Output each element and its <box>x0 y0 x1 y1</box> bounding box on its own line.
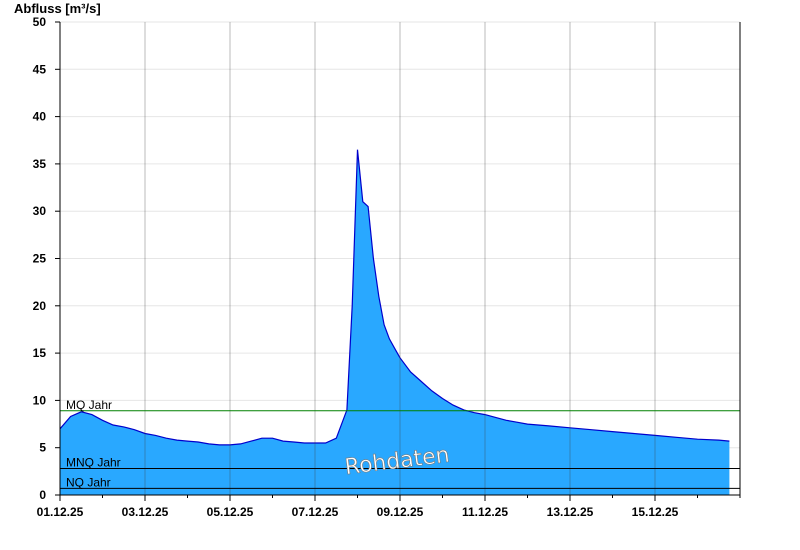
y-tick-label: 25 <box>33 252 47 266</box>
x-tick-label: 07.12.25 <box>292 505 339 519</box>
reference-lines: MQ Jahr MNQ Jahr NQ Jahr <box>60 398 740 489</box>
reference-line-label: MQ Jahr <box>66 398 112 412</box>
y-tick-label: 15 <box>33 346 47 360</box>
vertical-gridlines <box>144 22 656 495</box>
x-tick-labels: 01.12.25 03.12.25 05.12.25 07.12.25 09.12.25… <box>37 505 679 519</box>
x-tick-label: 11.12.25 <box>462 505 508 519</box>
x-tick-label: 01.12.25 <box>37 505 84 519</box>
gridlines <box>60 21 740 449</box>
x-tick-label: 09.12.25 <box>377 505 424 519</box>
y-tick-label: 5 <box>39 441 46 455</box>
y-tick-label: 40 <box>33 110 47 124</box>
y-tick-label: 10 <box>33 393 47 407</box>
y-tick-label: 20 <box>33 299 47 313</box>
reference-line-label: NQ Jahr <box>66 475 111 489</box>
y-tick-label: 30 <box>33 204 47 218</box>
reference-line-label: MNQ Jahr <box>66 456 121 470</box>
axes <box>55 21 741 501</box>
y-tick-label: 50 <box>33 15 47 29</box>
y-tick-label: 35 <box>33 157 47 171</box>
y-tick-label: 45 <box>33 62 47 76</box>
discharge-area-fill <box>60 149 730 495</box>
discharge-line <box>59 149 730 446</box>
y-tick-labels: 0 5 10 15 20 25 30 35 40 45 50 <box>33 15 47 502</box>
discharge-area <box>59 149 730 495</box>
x-tick-label: 05.12.25 <box>207 505 254 519</box>
y-tick-label: 0 <box>39 488 46 502</box>
x-tick-label: 13.12.25 <box>547 505 594 519</box>
x-tick-label: 15.12.25 <box>632 505 679 519</box>
y-axis-title: Abfluss [m³/s] <box>14 1 101 16</box>
x-tick-label: 03.12.25 <box>122 505 169 519</box>
